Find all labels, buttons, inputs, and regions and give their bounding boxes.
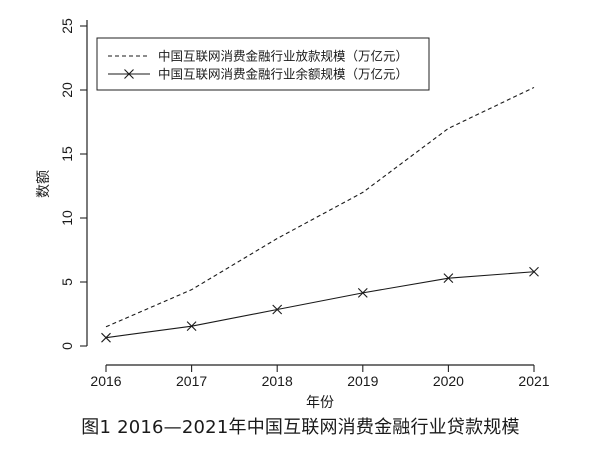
- y-tick-label: 5: [59, 278, 75, 286]
- plot-area: [101, 86, 539, 343]
- legend: 中国互联网消费金融行业放款规模（万亿元） 中国互联网消费金融行业余额规模（万亿元…: [96, 37, 430, 91]
- y-tick-label: 15: [59, 146, 75, 162]
- x-axis: 2016 2017 2018 2019 2020 2021: [90, 365, 550, 389]
- x-marker: [272, 304, 283, 315]
- x-tick-label: 2018: [262, 373, 293, 389]
- y-tick-label: 10: [59, 210, 75, 226]
- legend-label-balance-volume: 中国互联网消费金融行业余额规模（万亿元）: [158, 67, 408, 82]
- x-tick-label: 2021: [518, 373, 549, 389]
- x-axis-title: 年份: [306, 395, 334, 411]
- legend-label-loan-volume: 中国互联网消费金融行业放款规模（万亿元）: [158, 49, 408, 64]
- y-axis-title: 数额: [36, 170, 52, 198]
- series-line-loan-volume: [105, 86, 535, 328]
- x-tick-label: 2020: [433, 373, 464, 389]
- x-tick-label: 2016: [90, 373, 121, 389]
- x-marker: [529, 266, 539, 277]
- series-line-balance-volume: [105, 271, 535, 339]
- x-marker: [101, 332, 111, 343]
- x-marker: [443, 273, 454, 284]
- x-marker: [186, 321, 197, 332]
- y-axis: 0 5 10 15 20 25: [59, 18, 87, 350]
- y-tick-label: 20: [59, 82, 75, 98]
- x-tick-label: 2019: [347, 373, 378, 389]
- legend-key-x-marker: [124, 69, 134, 79]
- y-tick-label: 0: [59, 342, 75, 350]
- x-marker: [357, 287, 368, 298]
- figure-caption: 图1 2016—2021年中国互联网消费金融行业贷款规模: [81, 417, 520, 438]
- y-tick-label: 25: [59, 18, 75, 34]
- legend-box: [96, 37, 430, 91]
- x-tick-label: 2017: [176, 373, 207, 389]
